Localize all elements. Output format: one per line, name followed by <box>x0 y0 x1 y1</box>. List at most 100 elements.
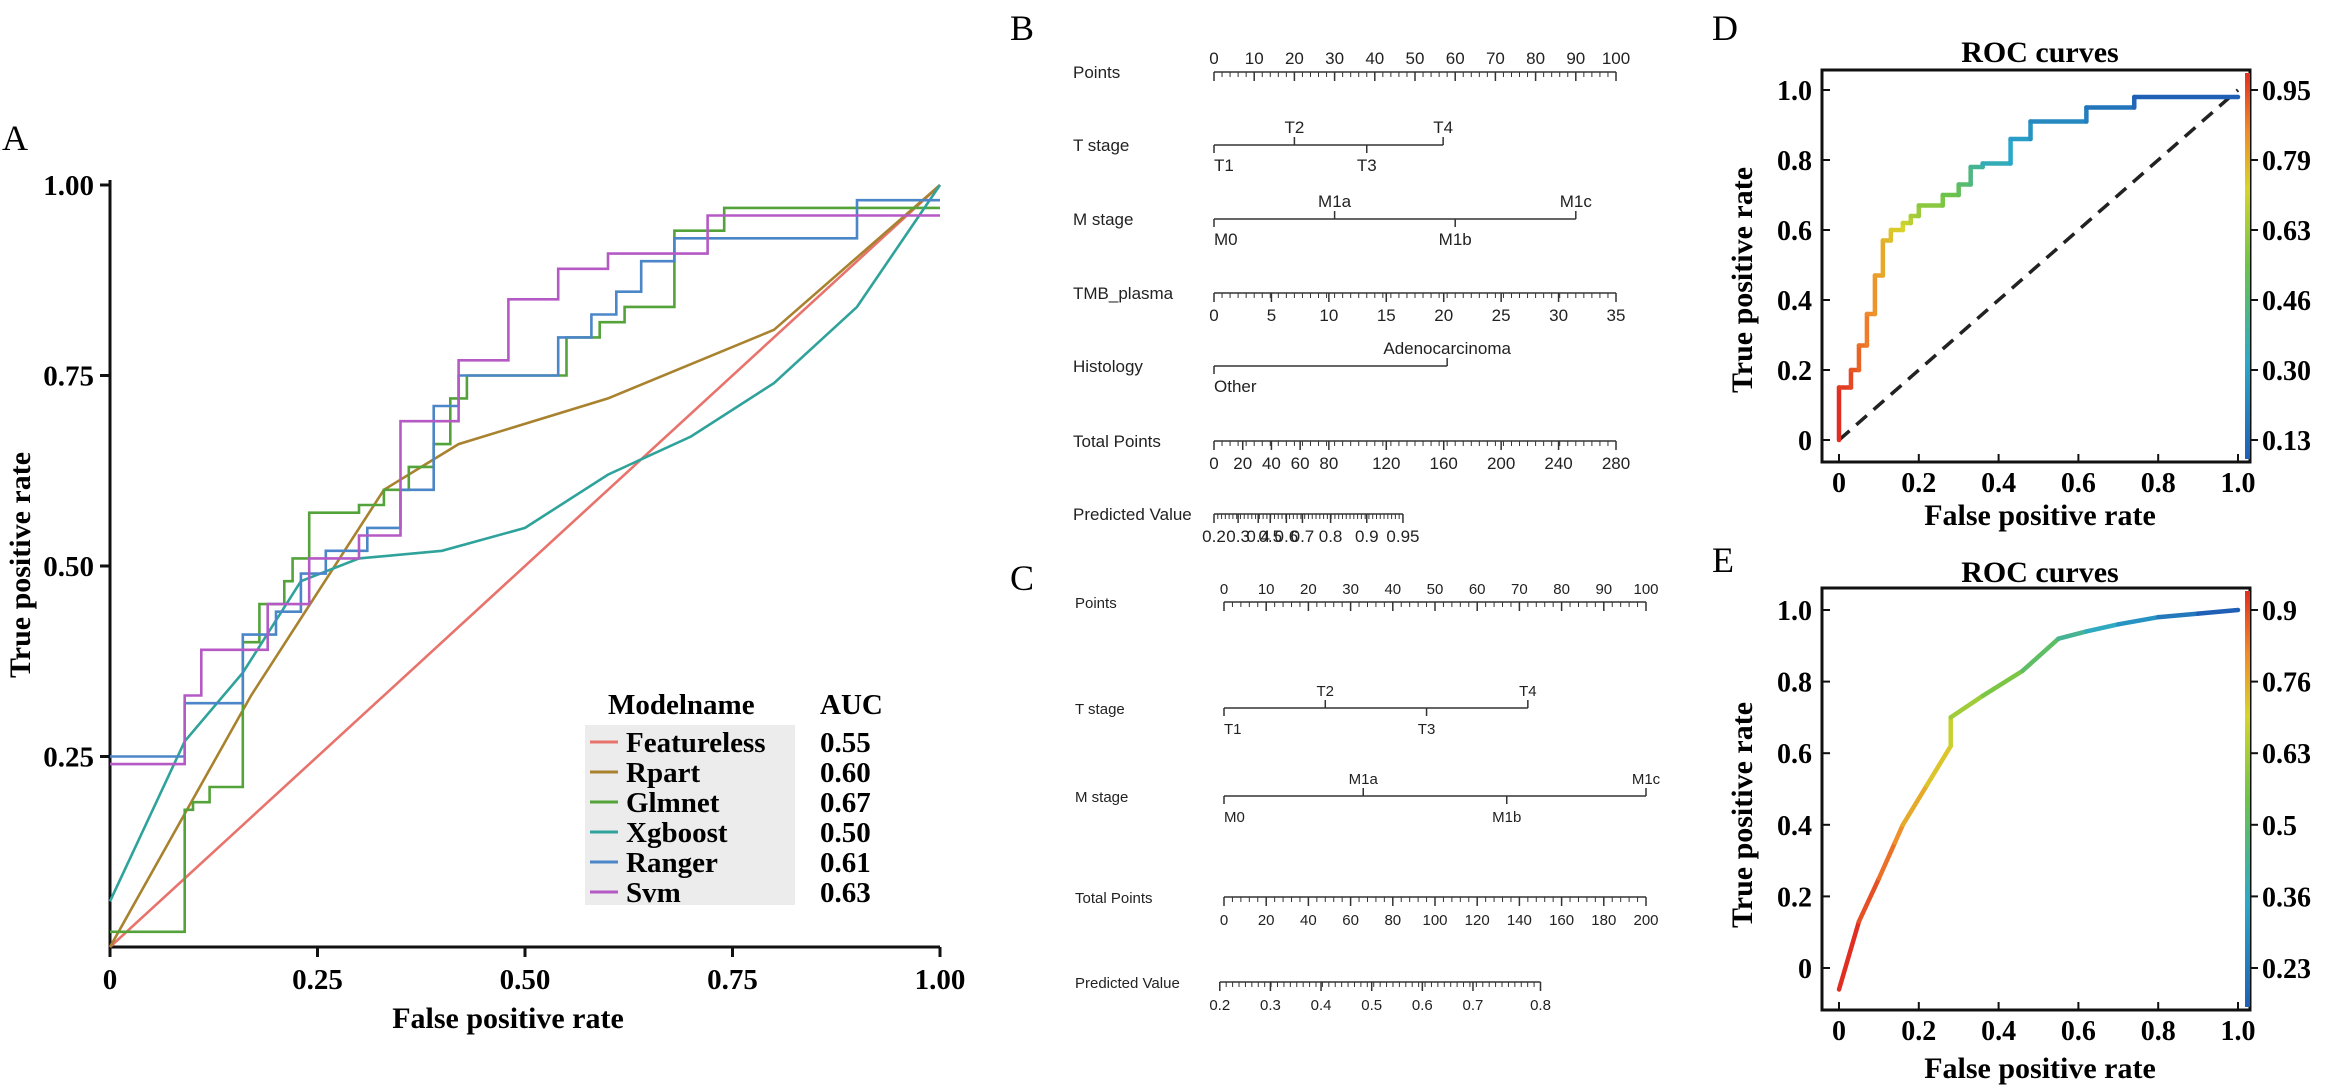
panel-d-letter: D <box>1712 8 1738 48</box>
panel-a-plot: 0 0.25 0.50 0.75 1.00 0.25 0.50 0.75 1.00 <box>43 170 965 996</box>
nomo-tick-label: 100 <box>1422 912 1447 929</box>
nomo-tick-label: 0.4 <box>1246 527 1270 546</box>
legend-header-auc: AUC <box>820 689 883 721</box>
legend-label: Rpart <box>626 757 700 789</box>
nomo-level-label: Other <box>1214 377 1257 396</box>
nomo-tick-label: 90 <box>1595 581 1612 598</box>
nomo-level-label: T4 <box>1433 118 1453 137</box>
nomo-row-label: Predicted Value <box>1075 975 1180 992</box>
nomo-tick-label: 160 <box>1430 454 1458 473</box>
y-tick-label: 1.0 <box>1777 76 1812 107</box>
legend-header-name: Modelname <box>608 689 755 721</box>
panel-a-letter: A <box>2 118 28 158</box>
panel-d-ylabel: True positive rate <box>1726 167 1759 393</box>
nomo-tick-label: 90 <box>1566 49 1585 68</box>
nomo-level-label: T4 <box>1519 683 1537 700</box>
panel-c: C Points 0 10 20 30 40 50 60 70 80 90 100 T stage T1 T… <box>1010 558 1661 1014</box>
x-tick-label: 0 <box>1832 468 1846 499</box>
nomo-level-label: M1b <box>1492 809 1521 826</box>
nomo-tick-label: 20 <box>1233 454 1252 473</box>
x-tick-label: 0.2 <box>1901 468 1936 499</box>
nomo-level-label: T1 <box>1224 721 1242 738</box>
panel-e: E ROC curves 0 0.2 0.4 0.6 0.8 1.000.20.40.60… <box>1712 540 2311 1085</box>
nomo-row-label: TMB_plasma <box>1073 284 1174 303</box>
nomo-tick-label: 80 <box>1526 49 1545 68</box>
nomo-row-label: Total Points <box>1075 890 1153 907</box>
panel-d-title: ROC curves <box>1961 36 2118 69</box>
legend-auc: 0.50 <box>820 817 871 849</box>
y-tick-label: 0 <box>1798 954 1812 985</box>
nomo-tick-label: 80 <box>1553 581 1570 598</box>
panel-c-nomogram: Points 0 10 20 30 40 50 60 70 80 90 100 T stage T1 T2 T… <box>1075 581 1661 1014</box>
nomo-row-label: Total Points <box>1073 432 1161 451</box>
nomo-tick-label: 0.5 <box>1258 527 1282 546</box>
nomo-tick-label: 120 <box>1465 912 1490 929</box>
nomo-tick-label: 100 <box>1602 49 1630 68</box>
nomo-tick-label: 25 <box>1492 306 1511 325</box>
y-tick-label: 0.8 <box>1777 146 1812 177</box>
roc-segment <box>1892 822 1906 845</box>
colorbar-tick-label: 0.23 <box>2262 954 2311 985</box>
x-tick-label: 1.0 <box>2221 1016 2256 1047</box>
nomo-tick-label: 30 <box>1342 581 1359 598</box>
nomo-tick-label: 50 <box>1406 49 1425 68</box>
nomo-tick-label: 200 <box>1633 912 1658 929</box>
nomo-row-label: T stage <box>1075 701 1125 718</box>
roc-segment <box>1980 668 2025 699</box>
chance-diagonal <box>1837 88 2240 442</box>
nomo-tick-label: 200 <box>1487 454 1515 473</box>
roc-segment <box>1856 876 1882 924</box>
y-tick-label: 1.0 <box>1777 596 1812 627</box>
nomo-tick-label: 0.7 <box>1463 997 1484 1014</box>
y-tick-label: 0.50 <box>43 551 94 583</box>
series-line-featureless <box>109 184 941 948</box>
panel-a: A 0 0.25 0.50 0.75 1.00 0.25 0.50 0.75 1.00 Fals… <box>2 118 965 1035</box>
legend-auc: 0.55 <box>820 727 871 759</box>
nomo-level-label: M0 <box>1214 230 1238 249</box>
roc-segment <box>1924 743 1953 788</box>
nomo-tick-label: 0.9 <box>1355 527 1379 546</box>
legend-label: Ranger <box>626 847 718 879</box>
panel-e-xlabel: False positive rate <box>1924 1052 2156 1085</box>
x-tick-label: 0 <box>1832 1016 1846 1047</box>
panel-d: D ROC curves 0 0.2 0.4 0.6 0.8 1.000.20.40.60… <box>1712 8 2311 532</box>
nomo-tick-label: 40 <box>1300 912 1317 929</box>
legend-label: Glmnet <box>626 787 720 819</box>
x-tick-label: 0.4 <box>1981 468 2016 499</box>
roc-segment <box>1900 783 1930 828</box>
nomo-tick-label: 70 <box>1486 49 1505 68</box>
y-tick-label: 0.2 <box>1777 882 1812 913</box>
colorbar-tick-label: 0.63 <box>2262 216 2311 247</box>
colorbar-tick-label: 0.5 <box>2262 811 2297 842</box>
nomo-tick-label: 240 <box>1544 454 1572 473</box>
nomo-level-label: T2 <box>1284 118 1304 137</box>
nomo-tick-label: 40 <box>1262 454 1281 473</box>
x-tick-label: 1.00 <box>915 964 966 996</box>
roc-segment <box>2056 629 2089 641</box>
nomo-tick-label: 0.3 <box>1226 527 1250 546</box>
legend-items: Featureless 0.55 Rpart 0.60 Glmnet 0.67 Xgboos… <box>590 727 871 909</box>
series-line-svm <box>110 214 940 766</box>
panel-a-ylabel: True positive rate <box>4 452 37 678</box>
nomo-tick-label: 0.8 <box>1530 997 1551 1014</box>
nomo-level-label: T1 <box>1214 156 1234 175</box>
roc-segment <box>2020 636 2061 674</box>
x-tick-label: 0.50 <box>500 964 551 996</box>
nomo-tick-label: 280 <box>1602 454 1630 473</box>
nomo-tick-label: 0.8 <box>1319 527 1343 546</box>
legend-label: Featureless <box>626 727 766 759</box>
nomo-tick-label: 0.3 <box>1260 997 1281 1014</box>
y-tick-label: 0.25 <box>43 742 94 774</box>
panel-d-xlabel: False positive rate <box>1924 499 2156 532</box>
x-tick-label: 0.2 <box>1901 1016 1936 1047</box>
nomo-level-label: M1c <box>1632 771 1661 788</box>
roc-segment <box>1876 840 1898 881</box>
nomo-tick-label: 20 <box>1434 306 1453 325</box>
series-line-ranger <box>110 198 940 758</box>
y-tick-label: 0 <box>1798 426 1812 457</box>
nomo-tick-label: 80 <box>1319 454 1338 473</box>
nomo-tick-label: 0 <box>1220 912 1228 929</box>
nomo-tick-label: 60 <box>1291 454 1310 473</box>
colorbar-tick-label: 0.76 <box>2262 668 2311 699</box>
